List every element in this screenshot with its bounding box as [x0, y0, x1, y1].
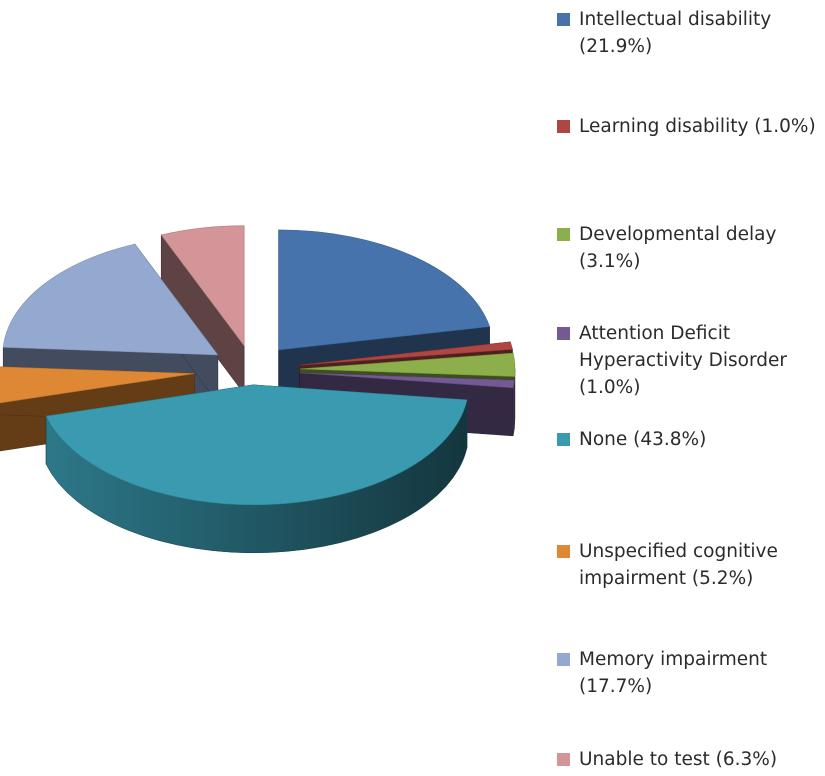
legend-label: Memory impairment (17.7%): [579, 649, 768, 697]
legend-swatch: [557, 120, 570, 133]
legend-swatch: [557, 13, 570, 26]
legend-label: Intellectual disability (21.9%): [579, 9, 772, 57]
legend-swatch: [557, 228, 570, 241]
legend-label: None (43.8%): [579, 429, 707, 450]
legend-swatch: [557, 433, 570, 446]
legend-label: Attention Deficit Hyperactivity Disorder…: [579, 323, 788, 398]
pie-slice: [160, 225, 245, 395]
legend-label: Unable to test (6.3%): [579, 749, 778, 770]
legend-label: Unspecified cognitive impairment (5.2%): [579, 541, 778, 589]
legend-swatch: [557, 653, 570, 666]
legend-label: Developmental delay (3.1%): [579, 224, 777, 272]
legend-label: Learning disability (1.0%): [579, 116, 816, 137]
legend-swatch: [557, 753, 570, 766]
legend-swatch: [557, 545, 570, 558]
pie-slice: [45, 384, 468, 554]
legend-swatch: [557, 327, 570, 340]
